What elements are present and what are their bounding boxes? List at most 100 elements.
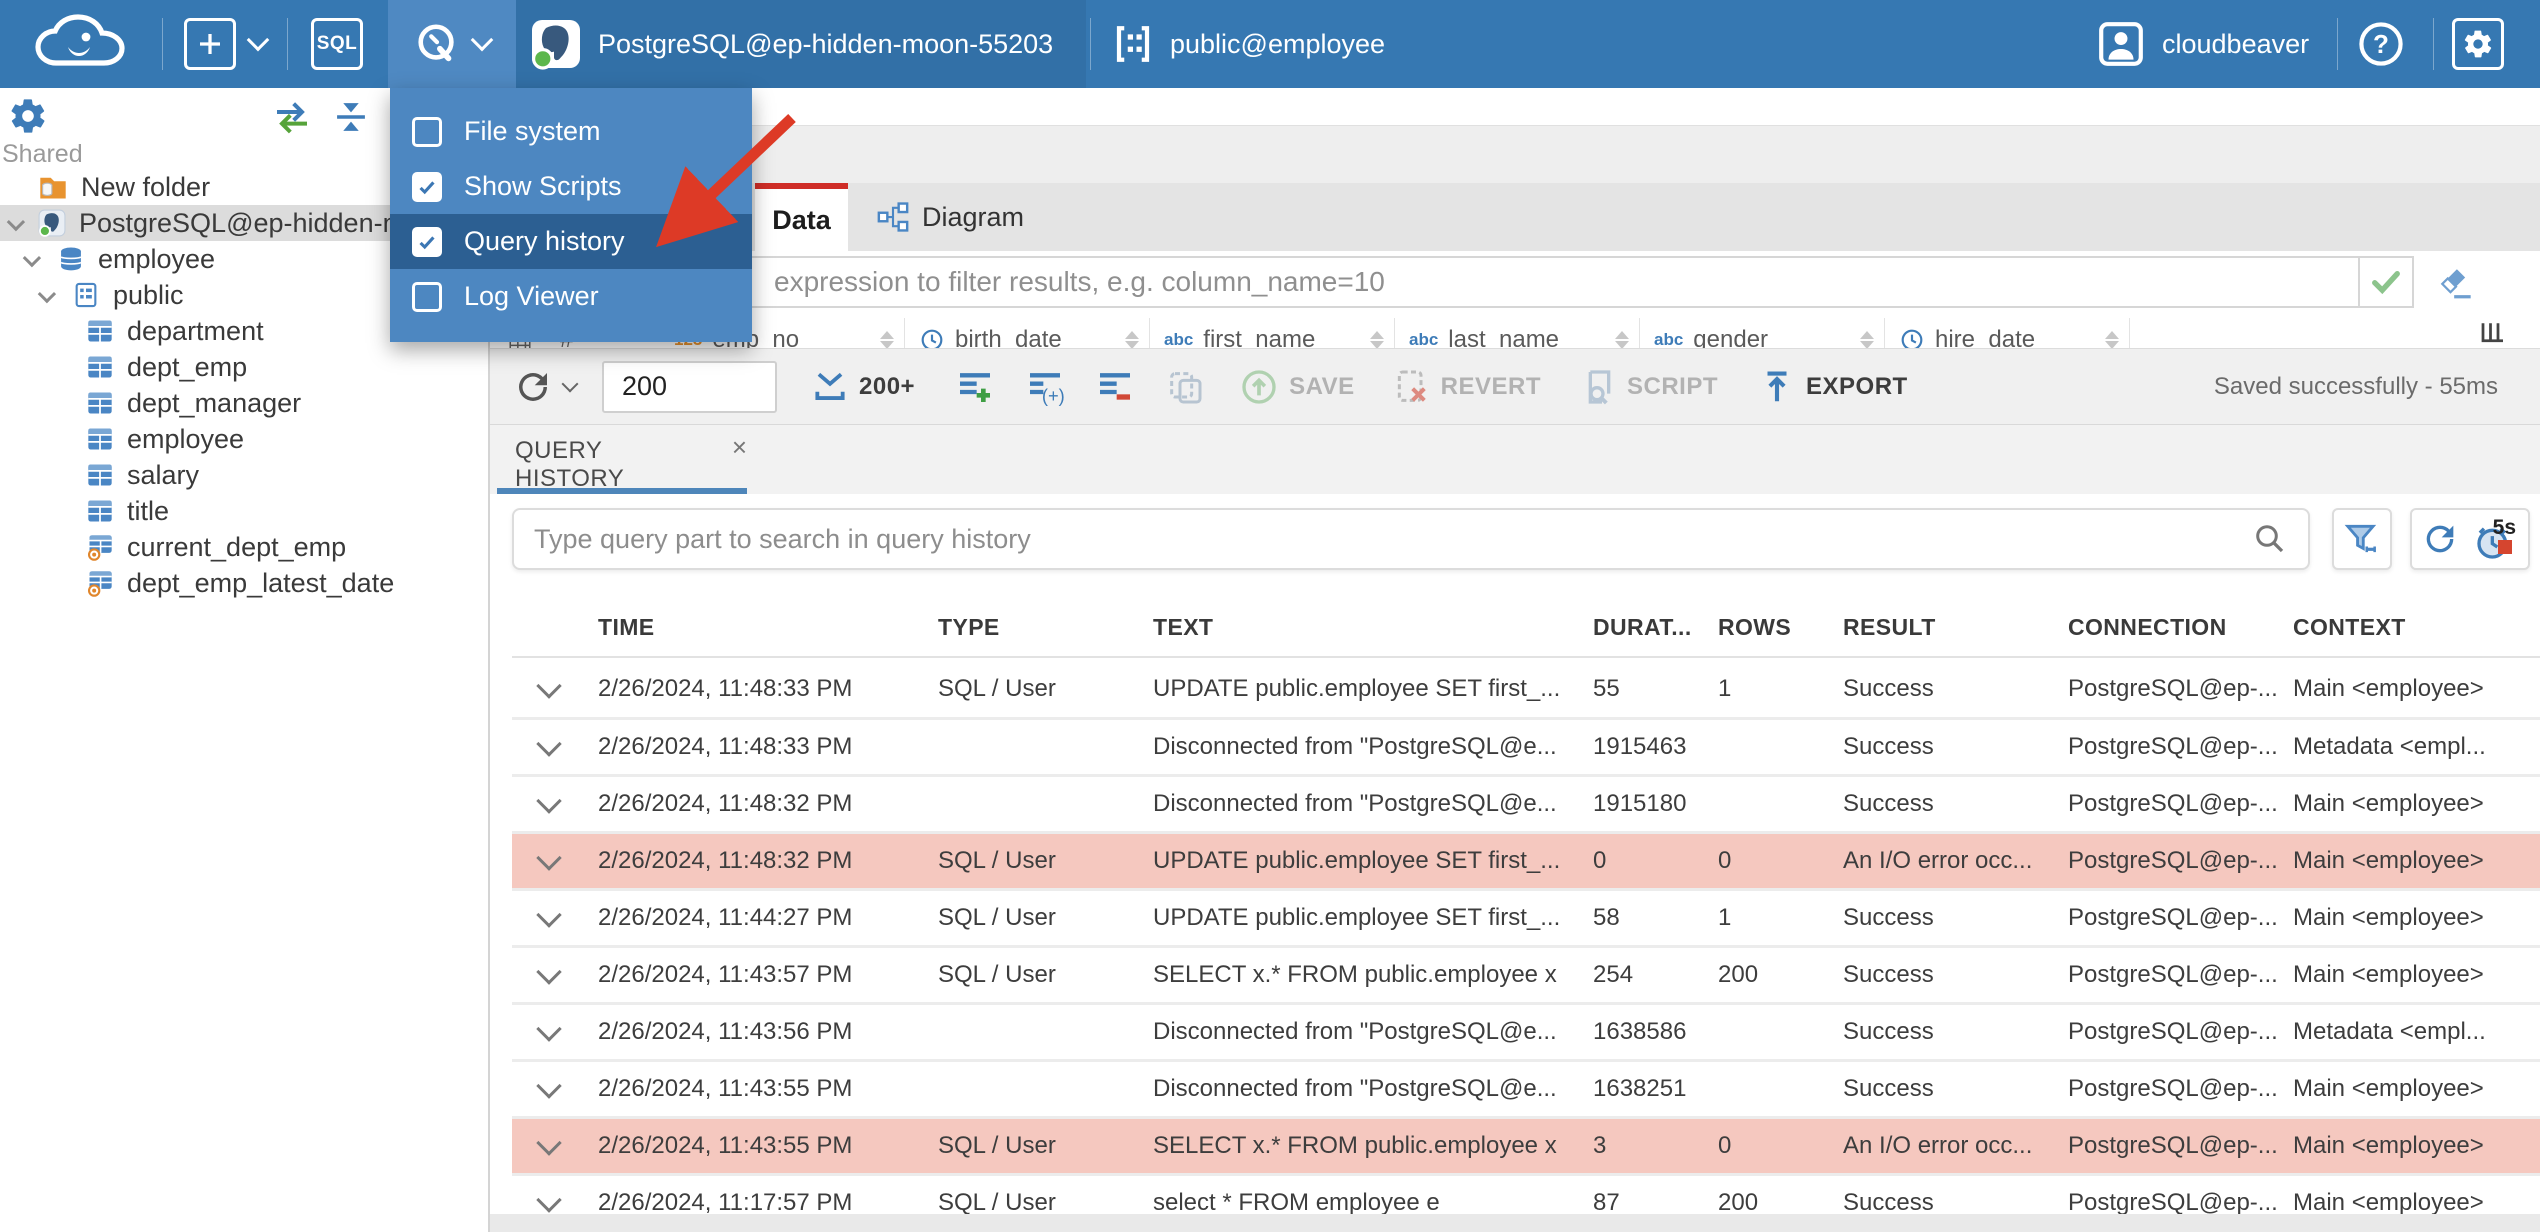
query-history-row[interactable]: 2/26/2024, 11:48:32 PM Disconnected from…: [512, 774, 2540, 831]
user-menu-button[interactable]: cloudbeaver: [2096, 0, 2309, 88]
tree-item-table-salary[interactable]: salary: [0, 457, 488, 493]
sync-connection-button[interactable]: [272, 100, 312, 139]
checkbox-unchecked-icon[interactable]: [412, 281, 442, 312]
chevron-down-icon[interactable]: [22, 248, 42, 267]
expand-chevron-icon[interactable]: [536, 1073, 562, 1099]
delete-row-button[interactable]: [1095, 367, 1135, 407]
fetch-more-button[interactable]: 200+: [811, 368, 915, 406]
refresh-history-button[interactable]: [2420, 519, 2460, 559]
cell-duration: 1638251: [1593, 1075, 1687, 1102]
column-header-text[interactable]: TEXT: [1153, 613, 1214, 640]
query-history-row[interactable]: 2/26/2024, 11:43:56 PM Disconnected from…: [512, 1002, 2540, 1059]
sort-icon[interactable]: [880, 331, 894, 348]
column-header-last-name[interactable]: abc last_name: [1395, 318, 1640, 348]
tree-item-view-current-dept-emp[interactable]: current_dept_emp: [0, 529, 488, 565]
expand-chevron-icon[interactable]: [536, 1130, 562, 1156]
tree-item-schema-public[interactable]: public: [0, 277, 488, 313]
column-header-rows[interactable]: ROWS: [1718, 613, 1792, 640]
tree-item-table-employee[interactable]: employee: [0, 421, 488, 457]
sort-icon[interactable]: [2105, 331, 2119, 348]
chevron-down-icon[interactable]: [37, 284, 57, 303]
auto-refresh-timer-button[interactable]: 5s: [2474, 516, 2520, 562]
connection-selector[interactable]: PostgreSQL@ep-hidden-moon-55203: [516, 0, 1086, 88]
expand-chevron-icon[interactable]: [536, 1016, 562, 1042]
tree-item-view-dept-emp-latest-date[interactable]: dept_emp_latest_date: [0, 565, 488, 601]
cell-text: select * FROM employee e: [1153, 1189, 1440, 1216]
expand-chevron-icon[interactable]: [536, 1187, 562, 1213]
new-connection-button[interactable]: [184, 0, 270, 88]
query-history-search-input[interactable]: [514, 523, 2252, 555]
column-header-first-name[interactable]: abc first_name: [1150, 318, 1395, 348]
query-history-filter-button[interactable]: [2332, 508, 2392, 570]
tab-data[interactable]: Data: [755, 183, 848, 251]
tree-item-new-folder[interactable]: New folder: [0, 169, 488, 205]
tree-item-table-department[interactable]: department: [0, 313, 488, 349]
menu-item-show-scripts[interactable]: Show Scripts: [390, 159, 752, 214]
column-header-birth-date[interactable]: birth_date: [905, 318, 1150, 348]
tab-query-history[interactable]: QUERY HISTORY ×: [497, 425, 747, 494]
column-header-hire-date[interactable]: hire_date: [1885, 318, 2130, 348]
query-history-row-error[interactable]: 2/26/2024, 11:48:32 PM SQL / User UPDATE…: [512, 831, 2540, 888]
query-history-row[interactable]: 2/26/2024, 11:43:57 PM SQL / User SELECT…: [512, 945, 2540, 1002]
schema-selector[interactable]: public@employee: [1112, 0, 1385, 88]
column-header-result[interactable]: RESULT: [1843, 613, 1936, 640]
column-header-context[interactable]: CONTEXT: [2293, 613, 2406, 640]
sort-icon[interactable]: [1125, 331, 1139, 348]
column-header-duration[interactable]: DURAT...: [1593, 613, 1692, 640]
script-button[interactable]: SCRIPT: [1577, 367, 1718, 407]
column-header-type[interactable]: TYPE: [938, 613, 1000, 640]
checkbox-unchecked-icon[interactable]: [412, 116, 442, 147]
expand-chevron-icon[interactable]: [536, 672, 562, 699]
expand-chevron-icon[interactable]: [536, 845, 562, 871]
help-button[interactable]: ?: [2356, 0, 2406, 88]
collapse-all-button[interactable]: [332, 100, 370, 139]
fetch-size-input[interactable]: [602, 360, 777, 413]
filter-expression-input[interactable]: [502, 258, 2358, 306]
query-history-row[interactable]: 2/26/2024, 11:48:33 PM SQL / User UPDATE…: [512, 660, 2540, 717]
tree-item-table-dept-emp[interactable]: dept_emp: [0, 349, 488, 385]
query-history-row-error[interactable]: 2/26/2024, 11:43:55 PM SQL / User SELECT…: [512, 1116, 2540, 1173]
query-history-row[interactable]: 2/26/2024, 11:43:55 PM Disconnected from…: [512, 1059, 2540, 1116]
refresh-button[interactable]: [512, 366, 579, 408]
tools-menu-button[interactable]: [388, 0, 516, 88]
tab-diagram[interactable]: Diagram: [852, 183, 1048, 251]
sidebar-settings-button[interactable]: [8, 96, 48, 141]
expand-chevron-icon[interactable]: [536, 902, 562, 928]
sort-icon[interactable]: [1615, 331, 1629, 348]
tree-item-table-dept-manager[interactable]: dept_manager: [0, 385, 488, 421]
export-button[interactable]: EXPORT: [1758, 368, 1908, 406]
expand-chevron-icon[interactable]: [536, 731, 562, 757]
horizontal-scrollbar[interactable]: [490, 1214, 2540, 1232]
user-name: cloudbeaver: [2162, 28, 2310, 59]
clear-filter-button[interactable]: [2434, 261, 2478, 310]
revert-button[interactable]: REVERT: [1391, 367, 1541, 407]
sql-editor-button[interactable]: SQL: [311, 0, 363, 88]
query-history-row[interactable]: 2/26/2024, 11:48:33 PM Disconnected from…: [512, 717, 2540, 774]
duplicate-row-button[interactable]: (+): [1025, 367, 1065, 407]
apply-filter-button[interactable]: [2358, 258, 2412, 306]
column-header-time[interactable]: TIME: [598, 613, 655, 640]
menu-item-file-system[interactable]: File system: [390, 104, 752, 159]
column-header-connection[interactable]: CONNECTION: [2068, 613, 2227, 640]
checkbox-checked-icon[interactable]: [412, 171, 442, 202]
checkbox-checked-icon[interactable]: [412, 226, 442, 257]
cell-text: UPDATE public.employee SET first_...: [1153, 674, 1561, 702]
add-row-button[interactable]: [955, 367, 995, 407]
column-header-gender[interactable]: abc gender: [1640, 318, 1885, 348]
menu-item-query-history[interactable]: Query history: [390, 214, 752, 269]
sort-icon[interactable]: [1860, 331, 1874, 348]
menu-item-log-viewer[interactable]: Log Viewer: [390, 269, 752, 324]
chevron-down-icon[interactable]: [6, 212, 26, 231]
column-picker-icon[interactable]: [2478, 320, 2508, 349]
expand-chevron-icon[interactable]: [536, 788, 562, 814]
query-history-row[interactable]: 2/26/2024, 11:44:27 PM SQL / User UPDATE…: [512, 888, 2540, 945]
tree-item-database-employee[interactable]: employee: [0, 241, 488, 277]
close-icon[interactable]: ×: [731, 432, 747, 462]
copy-results-button[interactable]: [1165, 367, 1205, 407]
tree-item-table-title[interactable]: title: [0, 493, 488, 529]
settings-button[interactable]: [2452, 0, 2504, 88]
save-button[interactable]: SAVE: [1239, 367, 1355, 407]
sort-icon[interactable]: [1370, 331, 1384, 348]
expand-chevron-icon[interactable]: [536, 959, 562, 985]
cell-type: SQL / User: [938, 1132, 1056, 1159]
